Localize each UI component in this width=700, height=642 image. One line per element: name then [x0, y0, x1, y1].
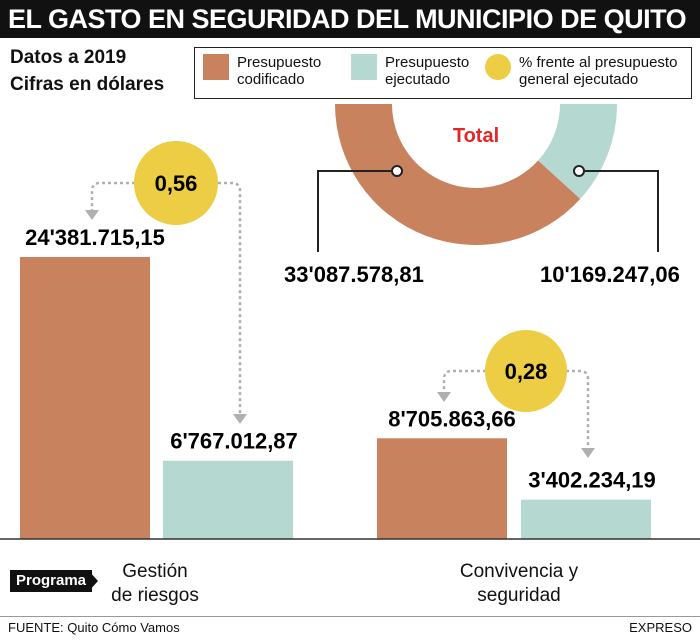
ratio-connector-gestion-left [90, 181, 135, 212]
legend-swatch-ejecutado [351, 54, 377, 80]
ratio-connector-gestion-right [218, 181, 242, 416]
legend-label: codificado [237, 71, 305, 88]
arrow-head-icon [437, 392, 451, 402]
leader-dot-ejecutado [573, 165, 585, 177]
bar-convivencia-ejecutado [521, 499, 651, 539]
category-label-line: de riesgos [111, 585, 199, 606]
leader-line-ejecutado [579, 170, 659, 252]
bar-value-label: 8'705.863,66 [388, 406, 516, 431]
bar-convivencia-codificado [377, 438, 507, 539]
donut-slice-codificado [335, 104, 581, 246]
ratio-circle-gestion [134, 141, 218, 225]
bar-gestion-ejecutado [163, 460, 293, 539]
legend-label: general ejecutado [519, 71, 639, 88]
subtitle-date: Datos a 2019 [10, 47, 127, 68]
leader-line-codificado [317, 170, 397, 252]
category-label-convivencia: Convivencia y seguridad [434, 560, 604, 608]
legend-label: ejecutado [385, 71, 451, 88]
donut-slice-ejecutado [538, 104, 617, 199]
bar-value-label: 24'381.715,15 [25, 225, 165, 250]
category-label-gestion: Gestión de riesgos [90, 560, 220, 608]
subtitle: Datos a 2019 Cifras en dólares [10, 44, 164, 98]
legend-item-ratio: % frente al presupuesto general ejecutad… [485, 54, 677, 88]
legend-item-ejecutado: Presupuesto ejecutado [351, 54, 469, 88]
donut-label-ejecutado: 10'169.247,06 [540, 262, 680, 287]
brand-credit: EXPRESO [629, 620, 692, 635]
legend-swatch-ratio [485, 54, 511, 80]
source-credit: FUENTE: Quito Cómo Vamos [8, 620, 180, 635]
ratio-connector-convivencia-right [566, 369, 590, 450]
donut-title: Total [453, 125, 499, 147]
ratio-value-gestion: 0,56 [155, 171, 198, 196]
legend-label: % frente al presupuesto [519, 54, 678, 71]
page-title: EL GASTO EN SEGURIDAD DEL MUNICIPIO DE Q… [0, 0, 700, 38]
legend-swatch-codificado [203, 54, 229, 80]
ratio-circle-convivencia [485, 330, 567, 412]
arrow-head-icon [233, 414, 247, 424]
leader-dot-codificado [391, 165, 403, 177]
legend-label: Presupuesto [237, 54, 322, 71]
legend: Presupuesto codificado Presupuesto ejecu… [194, 47, 692, 99]
bar-value-label: 3'402.234,19 [528, 468, 656, 493]
category-label-line: Gestión [122, 561, 188, 582]
subtitle-units: Cifras en dólares [10, 74, 165, 95]
donut-label-codificado: 33'087.578,81 [284, 262, 424, 287]
legend-item-codificado: Presupuesto codificado [203, 54, 321, 88]
bar-value-label: 6'767.012,87 [170, 429, 298, 454]
bar-gestion-codificado [20, 257, 150, 539]
category-label-line: Convivencia y [459, 561, 579, 582]
ratio-value-convivencia: 0,28 [505, 359, 548, 384]
ratio-connector-convivencia-left [442, 369, 486, 394]
category-label-line: seguridad [477, 585, 561, 606]
arrow-head-icon [85, 210, 99, 220]
arrow-head-icon [581, 448, 595, 458]
footer-divider [0, 616, 700, 617]
program-badge-arrow-icon [88, 570, 98, 592]
program-badge: Programa [10, 570, 93, 592]
legend-label: Presupuesto [385, 54, 470, 71]
